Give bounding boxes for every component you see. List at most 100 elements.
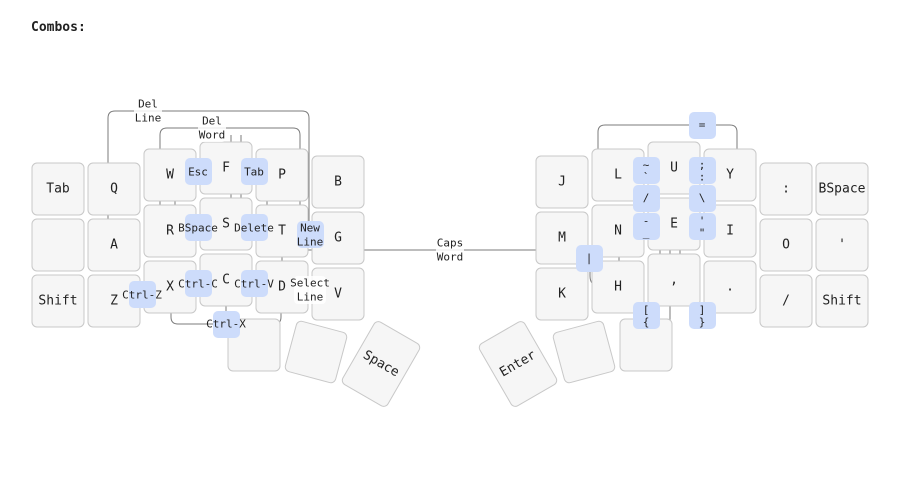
key-tab: Tab: [31, 162, 85, 216]
combo-ctrl-c: Ctrl-C: [178, 270, 218, 297]
combo-del-line-line2: Line: [135, 112, 162, 125]
right-half: J L U Y : BSpace M N E I O ' K H , . / S…: [478, 141, 869, 407]
key-bspace-label: BSpace: [819, 182, 866, 197]
key-quote-label: ': [838, 238, 846, 253]
combo-equals: =: [689, 112, 716, 139]
key-e-label: E: [670, 217, 678, 232]
combo-slash: /: [633, 185, 660, 212]
combo-caps-word-line1: Caps: [437, 237, 464, 250]
combo-del-word: Del Word: [198, 114, 226, 142]
key-b: B: [311, 155, 365, 209]
key-space: Space: [341, 321, 421, 407]
key-colon: :: [759, 162, 813, 216]
key-v-label: V: [334, 287, 342, 302]
key-shift-right: Shift: [815, 274, 869, 328]
combo-delete: Delete: [234, 214, 274, 241]
combo-ctrl-c-label: Ctrl-C: [178, 278, 218, 291]
combo-bracket-left: [ {: [633, 302, 660, 329]
key-dot: .: [703, 260, 757, 314]
key-quote: ': [815, 218, 869, 272]
key-h-label: H: [614, 280, 622, 295]
combo-backslash: \: [689, 185, 716, 212]
combo-del-word-line1: Del: [202, 115, 222, 128]
key-l-label: L: [614, 168, 622, 183]
key-l: L: [591, 148, 645, 202]
key-thumb-left-2: [284, 320, 348, 384]
combo-caps-word: Caps Word: [436, 236, 464, 264]
key-tab-label: Tab: [46, 182, 70, 197]
key-s-label: S: [222, 217, 230, 232]
combo-del-line: Del Line: [134, 97, 162, 125]
combo-tilde: ~ `: [633, 157, 660, 184]
key-q-label: Q: [110, 182, 118, 197]
combo-tab: Tab: [241, 158, 268, 185]
key-thumb-left-1: [227, 318, 281, 372]
combo-ctrl-v: Ctrl-V: [234, 270, 274, 297]
combo-bracket-left-line1: [: [643, 304, 650, 317]
key-o: O: [759, 218, 813, 272]
key-bspace: BSpace: [815, 162, 869, 216]
left-half: Tab Q W F P B A R S T G Shift Z X C D V …: [31, 141, 421, 407]
key-m-label: M: [558, 231, 566, 246]
combo-tab-label: Tab: [244, 166, 264, 179]
combo-bracket-right-line1: ]: [699, 304, 706, 317]
key-k-label: K: [558, 287, 566, 302]
key-comma-label: ,: [670, 273, 678, 288]
combo-semicolon-line1: ;: [699, 159, 706, 172]
key-k: K: [535, 267, 589, 321]
combo-backslash-label: \: [699, 192, 706, 205]
combo-line-equals: [597, 124, 738, 168]
combo-minus-line1: -: [643, 215, 650, 228]
combo-bracket-right: ] }: [689, 302, 716, 329]
combo-bspace-label: BSpace: [178, 222, 218, 235]
combo-esc-label: Esc: [188, 166, 208, 179]
key-g-label: G: [334, 231, 342, 246]
combo-quote-line2: ": [699, 227, 706, 240]
key-t-label: T: [278, 224, 286, 239]
key-i-label: I: [726, 224, 734, 239]
key-a-label: A: [110, 238, 118, 253]
key-j-label: J: [558, 175, 566, 190]
key-n-label: N: [614, 224, 622, 239]
key-w: W: [143, 148, 197, 202]
combo-bracket-right-line2: }: [699, 316, 706, 329]
combo-equals-label: =: [699, 119, 706, 132]
combo-ctrl-z-label: Ctrl-Z: [122, 289, 162, 302]
key-z-label: Z: [110, 294, 118, 309]
key-j: J: [535, 155, 589, 209]
combo-esc: Esc: [185, 158, 212, 185]
combo-del-word-line2: Word: [199, 129, 226, 142]
key-x-label: X: [166, 280, 174, 295]
combo-quote-line1: ': [699, 215, 706, 228]
key-slash-label: /: [782, 294, 790, 309]
combo-slash-label: /: [643, 192, 650, 205]
key-shift-left: Shift: [31, 274, 85, 328]
key-comma: ,: [647, 253, 701, 307]
combo-tilde-line1: ~: [643, 159, 650, 172]
combo-delete-label: Delete: [234, 222, 274, 235]
combo-pipe: |: [576, 245, 603, 272]
key-h: H: [591, 260, 645, 314]
key-slash: /: [759, 274, 813, 328]
key-blank: [31, 218, 85, 272]
key-p: P: [255, 148, 309, 202]
combo-new-line: New Line: [297, 221, 324, 249]
combo-new-line-line2: Line: [297, 236, 324, 249]
key-p-label: P: [278, 168, 286, 183]
combo-select-line-line2: Line: [297, 291, 324, 304]
combo-quote: ' ": [689, 213, 716, 240]
combo-del-line-line1: Del: [138, 98, 158, 111]
combo-ctrl-z: Ctrl-Z: [122, 281, 162, 308]
combo-minus: - _: [633, 213, 660, 240]
key-b-label: B: [334, 175, 342, 190]
combo-semicolon: ; :: [689, 157, 716, 184]
combo-semicolon-line2: :: [699, 171, 706, 184]
key-r-label: R: [166, 224, 174, 239]
combo-pipe-label: |: [586, 252, 593, 265]
combo-ctrl-v-label: Ctrl-V: [234, 278, 274, 291]
combo-bracket-left-line2: {: [643, 316, 650, 329]
key-colon-label: :: [782, 182, 790, 197]
key-shift-right-label: Shift: [822, 294, 861, 309]
key-c-label: C: [222, 273, 230, 288]
